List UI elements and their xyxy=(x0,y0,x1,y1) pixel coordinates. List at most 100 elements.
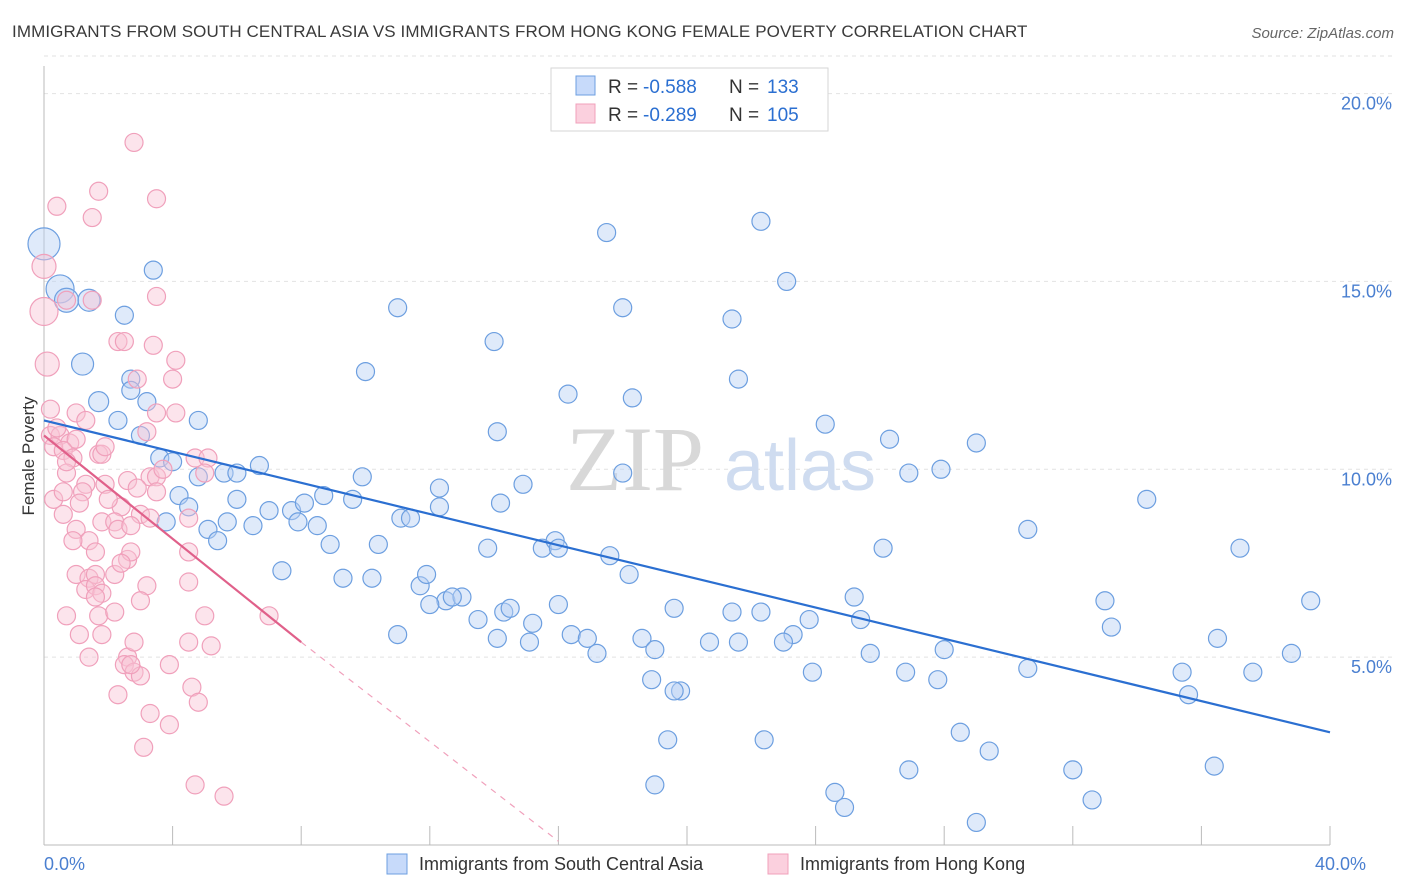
hk-point-41 xyxy=(44,489,64,509)
hk-point-54 xyxy=(140,508,160,528)
hk-point-45 xyxy=(127,478,147,498)
sca-point-44 xyxy=(416,564,437,585)
hk-point-67 xyxy=(76,579,96,600)
sca-point-63 xyxy=(561,624,581,645)
sca-point-110 xyxy=(899,463,919,483)
hk-point-89 xyxy=(134,737,154,757)
hk-point-98 xyxy=(69,493,89,513)
sca-point-59 xyxy=(519,632,540,652)
sca-point-0 xyxy=(27,227,61,261)
hk-point-53 xyxy=(121,516,141,536)
legend-r-value-2: -0.289 xyxy=(643,105,697,126)
sca-point-124 xyxy=(1137,489,1157,509)
y-tick-label-2: 15.0% xyxy=(1341,281,1392,301)
hk-point-97 xyxy=(56,452,77,472)
sca-point-107 xyxy=(879,429,900,449)
sca-point-3 xyxy=(77,288,101,312)
sca-point-34 xyxy=(288,512,308,532)
sca-point-100 xyxy=(844,587,864,607)
sca-point-96 xyxy=(773,632,794,652)
stats-legend: R = -0.588 N = 133 R = -0.289 N = 105 xyxy=(550,67,829,132)
hk-point-43 xyxy=(72,482,93,502)
bottom-legend-swatch-pink xyxy=(767,853,789,875)
sca-point-24 xyxy=(217,512,237,532)
sca-point-11 xyxy=(108,410,128,431)
sca-point-125 xyxy=(1172,662,1192,682)
sca-point-127 xyxy=(1204,756,1224,776)
sca-point-70 xyxy=(632,628,652,648)
sca-point-52 xyxy=(478,538,498,558)
sca-point-76 xyxy=(658,730,678,750)
hk-point-63 xyxy=(85,564,106,585)
hk-point-65 xyxy=(111,553,131,573)
sca-point-115 xyxy=(966,433,986,453)
hk-point-79 xyxy=(179,632,199,652)
trend-line-hong-kong xyxy=(43,434,302,643)
sca-point-122 xyxy=(1095,591,1115,611)
legend-n-label-1: N = xyxy=(729,77,759,98)
y-tick-label-3: 20.0% xyxy=(1341,94,1392,114)
hk-point-78 xyxy=(124,632,144,652)
sca-point-66 xyxy=(587,643,607,663)
sca-point-94 xyxy=(751,211,771,231)
sca-point-79 xyxy=(484,331,504,352)
source-credit: Source: ZipAtlas.com xyxy=(1251,25,1394,42)
hk-point-85 xyxy=(108,685,128,705)
sca-point-83 xyxy=(487,422,507,442)
sca-point-126 xyxy=(1178,685,1199,705)
hk-point-17 xyxy=(40,399,61,419)
hk-point-34 xyxy=(56,463,77,483)
hk-point-68 xyxy=(85,576,106,596)
hk-point-93 xyxy=(214,786,234,806)
sca-point-88 xyxy=(728,632,749,652)
sca-point-8 xyxy=(88,391,110,413)
hk-point-9 xyxy=(82,290,102,310)
sca-point-48 xyxy=(442,587,462,607)
sca-point-90 xyxy=(728,369,749,389)
sca-point-84 xyxy=(597,222,617,243)
sca-point-7 xyxy=(121,369,141,389)
hk-point-102 xyxy=(105,602,125,622)
sca-point-92 xyxy=(751,602,771,622)
chart-title: IMMIGRANTS FROM SOUTH CENTRAL ASIA VS IM… xyxy=(12,22,1028,41)
hk-point-26 xyxy=(66,429,86,449)
tick-labels: 5.0% 10.0% 15.0% 20.0% 0.0% 40.0% xyxy=(44,94,1392,874)
hk-point-7 xyxy=(146,189,167,209)
sca-point-43 xyxy=(410,576,430,596)
sca-point-123 xyxy=(1101,617,1121,637)
sca-point-64 xyxy=(548,538,569,558)
sca-point-75 xyxy=(664,681,684,701)
hk-point-22 xyxy=(137,422,157,442)
hk-point-13 xyxy=(143,335,163,355)
sca-point-113 xyxy=(934,640,954,660)
sca-point-99 xyxy=(802,662,822,682)
sca-point-58 xyxy=(523,613,543,633)
trend-line-hong-kong-extrapolated xyxy=(300,641,559,842)
sca-point-33 xyxy=(352,467,372,487)
hk-point-76 xyxy=(92,624,112,645)
hk-point-37 xyxy=(117,470,138,491)
sca-point-102 xyxy=(825,782,845,803)
sca-point-41 xyxy=(333,568,353,588)
hk-point-16 xyxy=(163,369,183,389)
hk-point-56 xyxy=(79,531,99,551)
legend-swatch-pink xyxy=(575,103,596,124)
hk-point-104 xyxy=(79,647,99,667)
hk-point-3 xyxy=(47,196,67,216)
hk-point-8 xyxy=(56,290,77,310)
watermark-atlas: atlas xyxy=(724,426,876,506)
hk-point-101 xyxy=(63,531,83,551)
sca-point-73 xyxy=(664,598,684,618)
sca-point-98 xyxy=(777,271,797,292)
sca-point-62 xyxy=(548,594,569,615)
sca-point-130 xyxy=(1243,662,1263,682)
sca-point-4 xyxy=(143,260,163,280)
sca-point-106 xyxy=(873,538,893,558)
sca-point-116 xyxy=(979,741,999,761)
hk-point-91 xyxy=(201,636,221,656)
sca-point-38 xyxy=(391,508,411,528)
trend-line-south-central-asia xyxy=(43,419,1331,734)
gridlines xyxy=(44,55,1392,658)
hk-point-15 xyxy=(127,369,147,389)
sca-point-31 xyxy=(314,485,334,506)
